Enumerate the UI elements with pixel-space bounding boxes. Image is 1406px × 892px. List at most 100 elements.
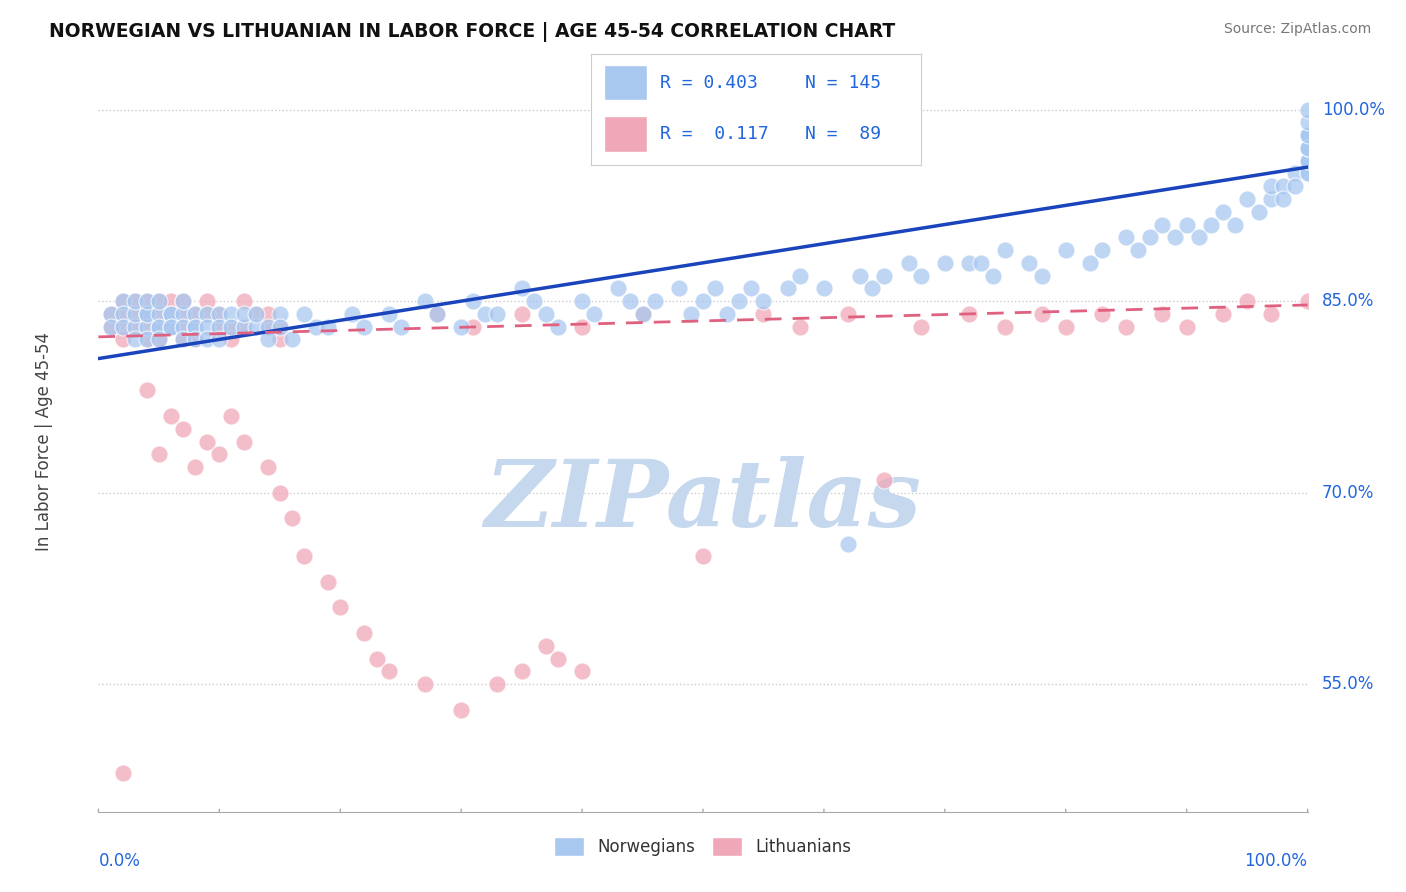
Point <box>232 307 254 321</box>
Point <box>1296 128 1319 143</box>
Point <box>184 307 207 321</box>
Point <box>195 307 218 321</box>
Point <box>160 307 183 321</box>
Point <box>486 307 509 321</box>
Point <box>1115 319 1137 334</box>
Point <box>316 574 339 589</box>
Point <box>221 307 243 321</box>
Point <box>873 473 896 487</box>
Point <box>245 307 267 321</box>
Point <box>1260 179 1282 194</box>
Point <box>377 307 399 321</box>
Point <box>232 319 254 334</box>
Point <box>195 434 218 449</box>
Point <box>184 319 207 334</box>
Point <box>172 319 194 334</box>
Point <box>1175 319 1198 334</box>
Point <box>353 626 375 640</box>
Point <box>269 333 291 347</box>
Point <box>837 536 859 550</box>
Point <box>160 294 183 309</box>
Point <box>292 307 315 321</box>
Point <box>1091 243 1114 257</box>
Point <box>619 294 641 309</box>
Point <box>547 319 569 334</box>
Legend: Norwegians, Lithuanians: Norwegians, Lithuanians <box>548 830 858 863</box>
Point <box>1018 256 1040 270</box>
Point <box>957 307 980 321</box>
Point <box>981 268 1004 283</box>
Point <box>100 307 122 321</box>
Point <box>1296 141 1319 155</box>
Point <box>873 268 896 283</box>
Point <box>523 294 546 309</box>
Text: 100.0%: 100.0% <box>1244 853 1308 871</box>
Point <box>135 333 157 347</box>
Text: 85.0%: 85.0% <box>1322 292 1375 310</box>
Text: ZIPatlas: ZIPatlas <box>485 456 921 546</box>
Point <box>292 549 315 564</box>
Point <box>148 333 170 347</box>
Point <box>111 307 134 321</box>
Text: R =  0.117: R = 0.117 <box>659 125 769 143</box>
Point <box>1272 192 1295 206</box>
Point <box>208 333 231 347</box>
Point <box>256 307 278 321</box>
Point <box>413 294 436 309</box>
Point <box>1249 204 1271 219</box>
Bar <box>603 65 647 101</box>
Point <box>111 333 134 347</box>
Point <box>135 294 157 309</box>
Point <box>100 307 122 321</box>
Point <box>1272 179 1295 194</box>
Point <box>329 600 352 615</box>
Point <box>111 766 134 780</box>
Point <box>1031 268 1053 283</box>
Point <box>172 319 194 334</box>
Point <box>160 319 183 334</box>
Point <box>269 319 291 334</box>
Point <box>1091 307 1114 321</box>
Point <box>111 294 134 309</box>
Point <box>716 307 738 321</box>
Text: N = 145: N = 145 <box>806 73 882 92</box>
Point <box>208 319 231 334</box>
Point <box>1188 230 1211 244</box>
Point <box>752 294 775 309</box>
Point <box>1296 115 1319 129</box>
Point <box>463 319 485 334</box>
Point <box>1260 307 1282 321</box>
Point <box>111 319 134 334</box>
Text: In Labor Force | Age 45-54: In Labor Force | Age 45-54 <box>35 332 53 551</box>
Point <box>426 307 449 321</box>
Point <box>1163 230 1185 244</box>
Point <box>160 319 183 334</box>
Point <box>281 511 304 525</box>
Point <box>1284 166 1306 180</box>
Point <box>571 294 593 309</box>
Point <box>221 409 243 423</box>
Point <box>1296 166 1319 180</box>
Point <box>474 307 496 321</box>
Point <box>450 703 472 717</box>
Point <box>776 281 799 295</box>
Point <box>934 256 956 270</box>
Point <box>463 294 485 309</box>
Point <box>1296 153 1319 168</box>
Point <box>547 651 569 665</box>
Point <box>184 307 207 321</box>
Point <box>1199 218 1222 232</box>
Point <box>172 294 194 309</box>
Point <box>148 319 170 334</box>
Point <box>184 319 207 334</box>
Point <box>1296 153 1319 168</box>
Point <box>1296 128 1319 143</box>
Point <box>135 294 157 309</box>
Point <box>1152 307 1174 321</box>
Point <box>148 447 170 461</box>
Point <box>172 333 194 347</box>
Point <box>124 307 146 321</box>
Point <box>135 307 157 321</box>
Text: Source: ZipAtlas.com: Source: ZipAtlas.com <box>1223 22 1371 37</box>
Point <box>148 294 170 309</box>
